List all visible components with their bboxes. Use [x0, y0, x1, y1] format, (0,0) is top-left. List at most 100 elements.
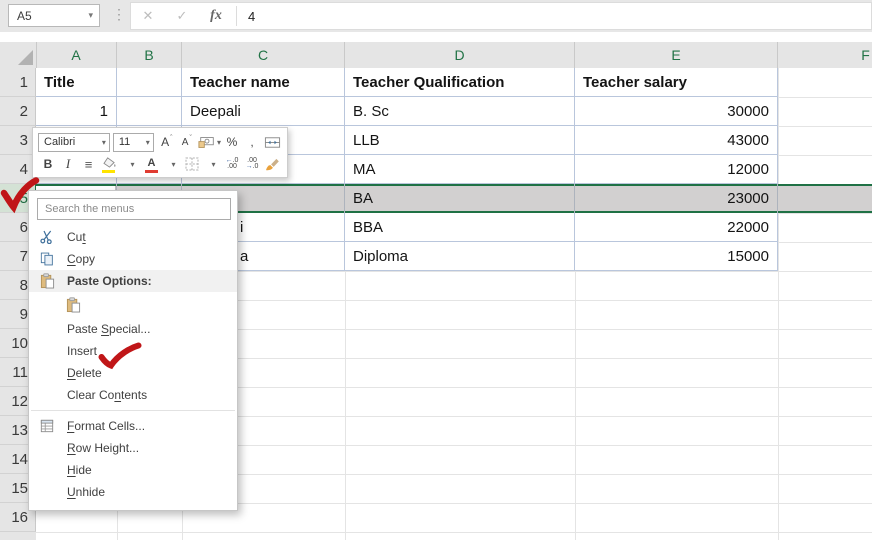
- formula-bar-panel: ✕ ✓ fx 4: [130, 2, 872, 30]
- cell-E7[interactable]: 15000: [575, 242, 778, 271]
- format-cells-icon: [39, 418, 55, 434]
- gridline: [36, 416, 872, 417]
- format-painter-button[interactable]: [263, 154, 281, 174]
- gridline: [36, 387, 872, 388]
- cell-C2[interactable]: Deepali: [182, 97, 345, 126]
- font-name-select[interactable]: Calibri ▾: [38, 132, 110, 152]
- comma-style-button[interactable]: ,: [250, 135, 254, 149]
- column-header-B[interactable]: B: [117, 42, 182, 68]
- cell-A1[interactable]: Title: [36, 68, 117, 97]
- context-menu: Cut Copy Paste Options: Paste Special... Ins…: [28, 190, 238, 511]
- cell-C1[interactable]: Teacher name: [182, 68, 345, 97]
- bold-button[interactable]: B: [43, 157, 53, 171]
- accounting-format-button[interactable]: ▾: [198, 132, 221, 152]
- decrease-decimal-button[interactable]: .00 →.0: [245, 157, 259, 170]
- borders-button[interactable]: [183, 154, 201, 174]
- font-color-swatch: [144, 170, 158, 173]
- chevron-down-icon[interactable]: ▾: [130, 159, 135, 169]
- paste-option-button[interactable]: [29, 292, 237, 318]
- cell-B1[interactable]: [117, 68, 182, 97]
- align-center-button[interactable]: ≡: [84, 156, 93, 172]
- formula-input[interactable]: 4: [248, 8, 256, 24]
- cell-E6[interactable]: 22000: [575, 213, 778, 242]
- cell-D5[interactable]: BA: [345, 184, 575, 213]
- menu-item-label: Insert: [67, 344, 98, 358]
- menu-item-label: Paste Special...: [67, 322, 151, 336]
- cell-E1[interactable]: Teacher salary: [575, 68, 778, 97]
- column-header-C[interactable]: C: [182, 42, 345, 68]
- row-header-2[interactable]: 2: [0, 97, 36, 126]
- menu-item-unhide[interactable]: Unhide: [29, 481, 237, 503]
- name-box[interactable]: A5 ▾: [8, 4, 100, 27]
- italic-button[interactable]: I: [65, 156, 71, 171]
- column-header-E[interactable]: E: [575, 42, 778, 68]
- menu-item-clear-contents[interactable]: Clear Contents: [29, 384, 237, 406]
- gridline: [345, 68, 346, 540]
- copy-icon: [39, 251, 55, 267]
- cell-B2[interactable]: [117, 97, 182, 126]
- cancel-icon[interactable]: ✕: [142, 8, 154, 23]
- row-header-1[interactable]: 1: [0, 68, 36, 97]
- borders-grid-icon: [185, 157, 199, 171]
- font-size-select[interactable]: 11 ▾: [112, 132, 154, 152]
- menu-item-label: Hide: [67, 463, 92, 477]
- chevron-down-icon[interactable]: ▾: [171, 159, 176, 169]
- menu-item-format-cells[interactable]: Format Cells...: [29, 415, 237, 437]
- font-color-button[interactable]: A: [142, 154, 161, 174]
- menu-item-label: Copy: [67, 252, 96, 266]
- column-header-F[interactable]: F: [778, 42, 872, 68]
- select-all-corner[interactable]: [0, 42, 37, 68]
- name-box-dropdown-icon[interactable]: ▾: [88, 9, 93, 20]
- menu-search-input[interactable]: [37, 198, 231, 220]
- font-size-value: 11: [118, 136, 131, 148]
- fill-color-button[interactable]: [99, 154, 120, 174]
- column-header-A[interactable]: A: [36, 42, 117, 68]
- gridline: [36, 503, 872, 504]
- menu-item-hide[interactable]: Hide: [29, 459, 237, 481]
- copy-icon: [40, 252, 53, 266]
- clipboard-icon: [66, 297, 80, 313]
- menu-item-insert[interactable]: Insert: [29, 340, 237, 362]
- cell-E4[interactable]: 12000: [575, 155, 778, 184]
- gridline: [36, 532, 872, 533]
- menu-item-cut[interactable]: Cut: [29, 226, 237, 248]
- gridline: [36, 300, 872, 301]
- menu-item-delete[interactable]: Delete: [29, 362, 237, 384]
- cell-E5[interactable]: 23000: [575, 184, 778, 213]
- chevron-down-icon[interactable]: ▾: [211, 159, 216, 169]
- menu-item-paste-special[interactable]: Paste Special...: [29, 318, 237, 340]
- format-painter-brush-icon: [265, 158, 279, 170]
- cell-E3[interactable]: 43000: [575, 126, 778, 155]
- cell-D2[interactable]: B. Sc: [345, 97, 575, 126]
- enter-icon[interactable]: ✓: [176, 8, 188, 23]
- cell-D6[interactable]: BBA: [345, 213, 575, 242]
- cell-A2[interactable]: 1: [36, 97, 117, 126]
- paste-options-label: Paste Options:: [29, 270, 237, 292]
- cell-D3[interactable]: LLB: [345, 126, 575, 155]
- percent-style-button[interactable]: %: [226, 135, 238, 149]
- merge-center-button[interactable]: [263, 132, 281, 152]
- menu-item-copy[interactable]: Copy: [29, 248, 237, 270]
- cell-C5[interactable]: [182, 184, 345, 213]
- fill-color-swatch: [102, 170, 115, 173]
- row-header-3[interactable]: 3: [0, 126, 36, 155]
- column-header-D[interactable]: D: [345, 42, 575, 68]
- chevron-down-icon: ▾: [145, 137, 150, 147]
- cell-D1[interactable]: Teacher Qualification: [345, 68, 575, 97]
- cell-D7[interactable]: Diploma: [345, 242, 575, 271]
- row-header-4[interactable]: 4: [0, 155, 36, 184]
- divider: [236, 6, 237, 26]
- gridline: [36, 474, 872, 475]
- format-cells-icon: [40, 419, 54, 433]
- menu-item-row-height[interactable]: Row Height...: [29, 437, 237, 459]
- increase-decimal-button[interactable]: ←.0.00: [225, 157, 239, 170]
- cell-D4[interactable]: MA: [345, 155, 575, 184]
- cell-E2[interactable]: 30000: [575, 97, 778, 126]
- merge-cells-icon: [264, 136, 280, 148]
- insert-function-icon[interactable]: fx: [210, 8, 222, 23]
- menu-item-label: Format Cells...: [67, 419, 146, 433]
